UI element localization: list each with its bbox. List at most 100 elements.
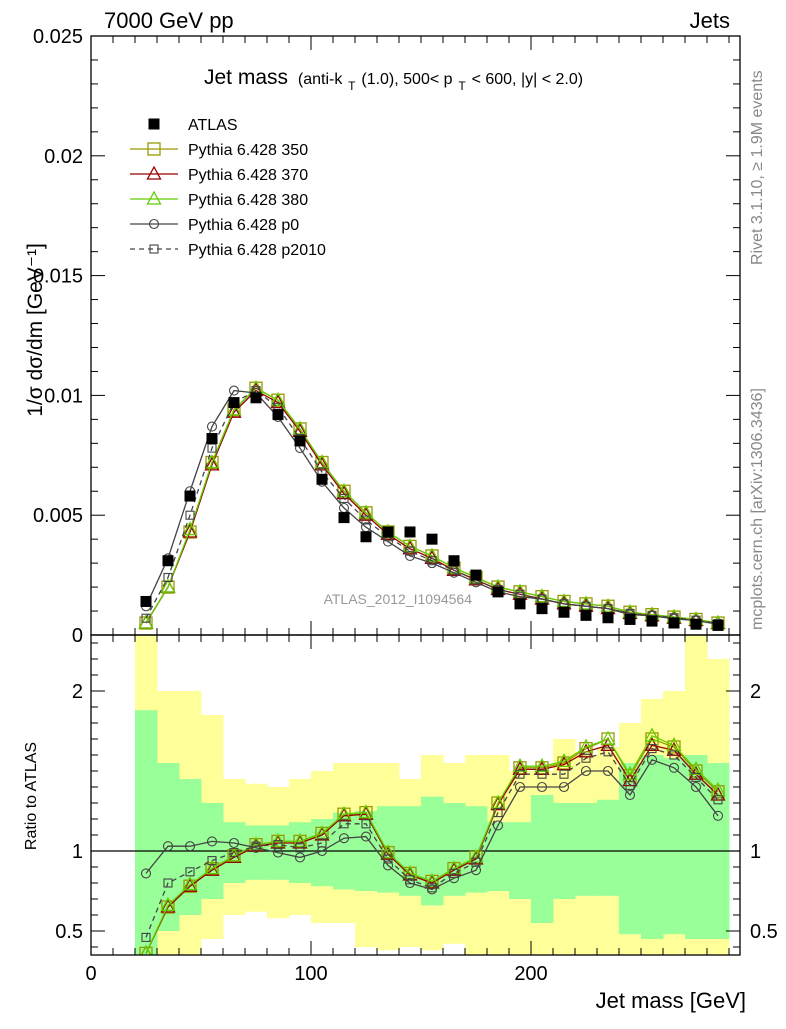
- data-marker: [336, 482, 352, 497]
- data-marker: [537, 594, 547, 604]
- ratio-marker: [514, 781, 526, 793]
- ratio-marker: [317, 838, 327, 848]
- ratio-marker: [248, 836, 264, 851]
- data-point-atlas: [690, 618, 702, 630]
- data-marker: [427, 556, 437, 566]
- data-marker: [182, 521, 198, 536]
- ratio-marker: [226, 847, 242, 862]
- ratio-marker: [204, 860, 220, 875]
- legend-marker: [146, 190, 162, 205]
- data-point-atlas: [206, 433, 218, 445]
- uncertainty-band-green: [685, 755, 708, 939]
- ratio-line: [145, 747, 719, 938]
- ratio-marker: [490, 794, 506, 809]
- data-marker: [339, 493, 349, 503]
- data-marker: [141, 613, 151, 623]
- y-tick-label: 0.015: [33, 266, 83, 288]
- ratio-line: [145, 734, 719, 954]
- ratio-marker: [140, 868, 152, 879]
- y-tick-label-ratio-left: 0.5: [55, 921, 83, 943]
- data-point-atlas: [360, 531, 372, 543]
- ratio-marker: [667, 740, 681, 754]
- ratio-marker: [710, 786, 726, 801]
- legend-label: ATLAS: [188, 117, 238, 134]
- legend-entry: Pythia 6.428 p0: [130, 217, 299, 234]
- ratio-marker: [336, 807, 352, 822]
- ratio-marker: [248, 837, 264, 852]
- data-marker: [449, 565, 459, 575]
- uncertainty-band-green: [157, 763, 180, 931]
- ratio-marker: [383, 854, 393, 864]
- data-marker: [515, 589, 525, 599]
- legend-label: Pythia 6.428 p0: [188, 217, 299, 234]
- series-line: [145, 389, 719, 625]
- ratio-marker: [294, 852, 306, 863]
- data-point-atlas: [602, 612, 614, 624]
- data-marker: [228, 385, 240, 396]
- ratio-marker: [184, 841, 196, 852]
- ratio-marker: [182, 877, 198, 892]
- y-tick-label-ratio-left: 2: [72, 681, 83, 703]
- legend-marker: [146, 165, 162, 180]
- data-point-atlas: [140, 595, 152, 607]
- ratio-marker: [424, 873, 440, 888]
- y-tick-label-ratio-right: 2: [750, 681, 761, 703]
- ratio-marker: [603, 747, 613, 757]
- data-point-atlas: [316, 473, 328, 485]
- uncertainty-band-green: [465, 806, 488, 893]
- y-tick-label: 0.01: [44, 385, 83, 407]
- ratio-marker: [448, 873, 460, 884]
- data-marker: [358, 506, 374, 521]
- ratio-marker: [666, 737, 682, 752]
- ratio-marker: [380, 844, 396, 859]
- ratio-marker: [515, 769, 525, 779]
- data-point-atlas: [382, 526, 394, 538]
- ratio-marker: [361, 819, 371, 829]
- data-marker: [204, 456, 220, 471]
- y-tick-label-ratio-right: 0.5: [750, 921, 778, 943]
- ratio-marker: [581, 753, 591, 763]
- legend-marker: [147, 142, 161, 156]
- data-marker: [404, 550, 416, 561]
- y-tick-label: 0.025: [33, 26, 83, 48]
- data-marker: [358, 504, 374, 519]
- y-tick-label-ratio-right: 1: [750, 841, 761, 863]
- ratio-marker: [314, 825, 330, 840]
- legend-label: Pythia 6.428 350: [188, 142, 308, 159]
- ratio-marker: [405, 875, 415, 885]
- ratio-marker: [336, 805, 352, 820]
- data-point-atlas: [250, 392, 262, 404]
- uncertainty-band-green: [663, 758, 686, 935]
- ratio-marker: [339, 819, 349, 829]
- data-point-atlas: [536, 603, 548, 615]
- analysis-id: ATLAS_2012_I1094564: [324, 591, 473, 607]
- x-tick-label: 0: [85, 963, 96, 985]
- main-panel-content: [138, 379, 726, 631]
- legend-entry: Pythia 6.428 370: [130, 165, 308, 184]
- data-marker: [361, 515, 371, 525]
- chart-title: Jet mass (anti-k T (1.0), 500< p T < 600…: [204, 66, 583, 95]
- ratio-marker: [427, 883, 437, 893]
- data-marker: [292, 420, 308, 435]
- ratio-marker: [182, 876, 198, 891]
- ratio-marker: [160, 898, 176, 913]
- ratio-marker: [338, 833, 350, 844]
- legend-marker: [148, 118, 160, 130]
- ratio-marker: [600, 730, 616, 745]
- ratio-marker: [558, 781, 570, 793]
- ratio-marker: [690, 781, 702, 793]
- ratio-marker: [534, 761, 550, 776]
- uncertainty-band-green: [597, 799, 620, 896]
- title-detail-2: (1.0), 500< p: [361, 71, 452, 88]
- legend: ATLAS Pythia 6.428 350 Pythia 6.428 370 Pyt…: [130, 117, 326, 259]
- series-line: [145, 387, 719, 624]
- data-point-atlas: [470, 569, 482, 581]
- ratio-marker: [669, 750, 679, 760]
- x-tick-label: 200: [514, 963, 547, 985]
- ratio-marker: [647, 744, 657, 754]
- ratio-marker: [578, 743, 594, 758]
- legend-label: Pythia 6.428 370: [188, 167, 308, 184]
- ratio-marker: [713, 795, 723, 805]
